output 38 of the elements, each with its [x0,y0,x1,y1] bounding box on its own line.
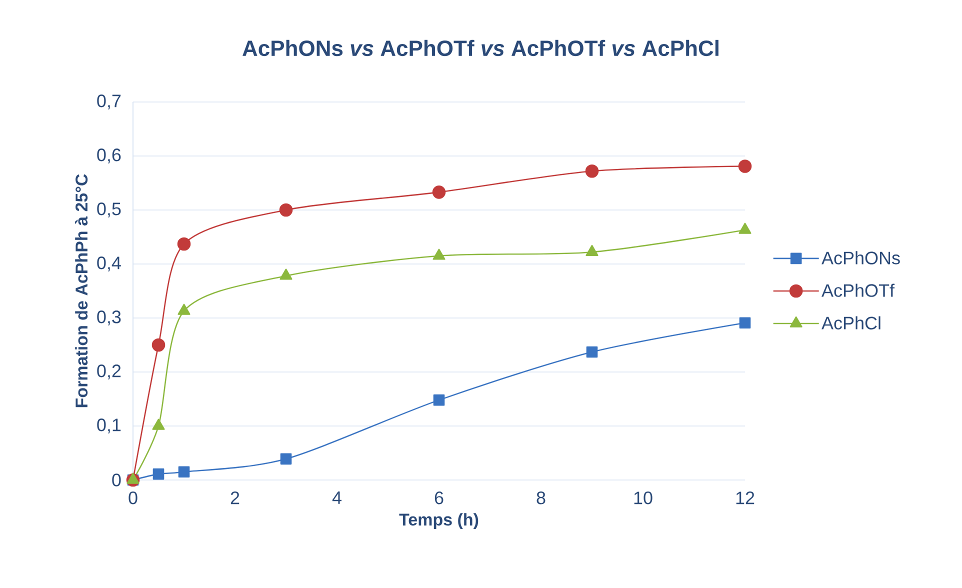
y-tick-label: 0 [112,474,121,486]
point [432,248,446,260]
y-axis-title: Formation de AcPhPh à 25°C [74,174,88,408]
point [279,203,293,217]
y-tick-label: 0,7 [97,94,121,110]
point [178,304,190,315]
x-tick-label: 8 [536,492,546,504]
legend-label: AcPhOTf [822,284,895,297]
x-tick-label: 6 [434,492,444,504]
y-tick-label: 0,5 [97,202,121,218]
point [586,346,598,358]
point [585,164,599,178]
point [739,317,751,328]
x-tick-label: 4 [332,492,342,504]
x-tick-label: 2 [230,492,240,504]
point [280,453,292,465]
point [432,186,446,199]
chart-title: AcPhONs vs AcPhOTf vs AcPhOTf vs AcPhCl [242,40,718,56]
x-axis-title: Temps (h) [399,513,478,529]
y-tick-label: 0,2 [97,364,121,380]
point [178,466,190,478]
point [152,338,166,352]
point [152,468,164,480]
point [738,160,752,173]
point [280,268,292,280]
x-tick-label: 12 [736,492,754,504]
y-tick-label: 0,3 [97,310,121,326]
point [586,244,598,256]
point [738,222,752,234]
y-tick-label: 0,1 [97,418,121,434]
legend-label: AcPhCl [822,316,880,330]
point [177,237,191,251]
x-tick-label: 0 [128,492,138,504]
y-tick-label: 0,4 [97,256,121,272]
y-tick-label: 0,6 [97,148,121,164]
legend-label: AcPhONs [822,251,900,264]
point [433,394,445,406]
x-tick-label: 10 [634,492,652,504]
